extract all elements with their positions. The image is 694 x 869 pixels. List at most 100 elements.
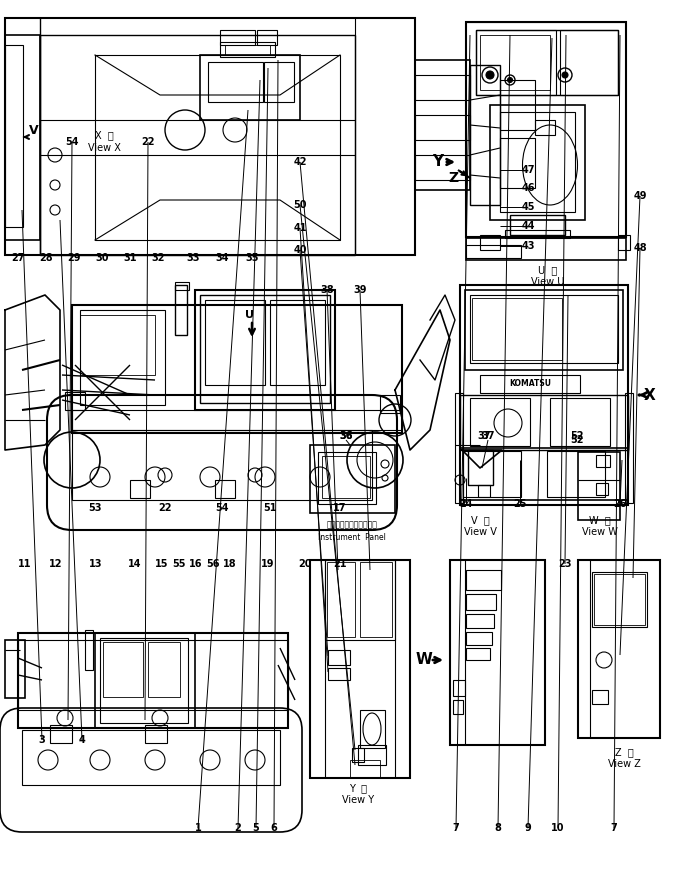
Bar xyxy=(547,451,605,497)
Bar xyxy=(318,452,376,504)
Text: 40: 40 xyxy=(294,245,307,255)
Text: 51: 51 xyxy=(263,503,277,513)
Bar xyxy=(470,65,500,205)
Text: インスツルメントパネル: インスツルメントパネル xyxy=(327,521,378,529)
Bar xyxy=(80,310,165,405)
Bar xyxy=(466,594,496,610)
Bar xyxy=(215,480,235,498)
Bar xyxy=(145,725,167,743)
Bar xyxy=(208,62,263,102)
Bar xyxy=(130,480,150,498)
Bar xyxy=(480,235,500,250)
Bar xyxy=(450,560,545,745)
Bar xyxy=(472,298,562,360)
Bar xyxy=(352,748,364,762)
Text: 7: 7 xyxy=(611,823,618,833)
Bar xyxy=(453,680,465,696)
Text: View Y: View Y xyxy=(342,795,374,805)
Text: View X: View X xyxy=(87,143,121,153)
Bar xyxy=(148,642,180,697)
Text: 22: 22 xyxy=(142,137,155,147)
Bar xyxy=(310,560,410,778)
Text: 55: 55 xyxy=(172,559,186,569)
Bar xyxy=(592,690,608,704)
Bar xyxy=(95,633,195,728)
Text: U  視: U 視 xyxy=(539,265,557,275)
Text: 25: 25 xyxy=(514,499,527,509)
Bar xyxy=(468,450,493,485)
Bar xyxy=(455,393,463,503)
Bar xyxy=(596,455,610,467)
Text: U: U xyxy=(246,310,255,320)
Text: 5: 5 xyxy=(253,823,260,833)
Text: 53: 53 xyxy=(88,503,102,513)
Text: Z  視: Z 視 xyxy=(615,747,634,757)
Bar xyxy=(40,35,355,255)
Text: View V: View V xyxy=(464,527,496,537)
Bar xyxy=(466,632,492,645)
Bar xyxy=(535,120,555,135)
Text: 41: 41 xyxy=(294,223,307,233)
Text: 52: 52 xyxy=(570,435,584,445)
Text: 6: 6 xyxy=(271,823,278,833)
Text: 26: 26 xyxy=(613,499,627,509)
Text: 48: 48 xyxy=(633,243,647,253)
Text: 31: 31 xyxy=(124,253,137,263)
Bar xyxy=(500,112,575,212)
Bar xyxy=(453,700,463,714)
Bar xyxy=(200,55,300,120)
Bar xyxy=(466,238,626,260)
Text: 28: 28 xyxy=(39,253,53,263)
Bar xyxy=(500,80,535,130)
Bar xyxy=(350,760,380,778)
Text: 15: 15 xyxy=(155,559,169,569)
Bar xyxy=(578,452,620,520)
Bar xyxy=(550,398,610,446)
Text: 14: 14 xyxy=(128,559,142,569)
Bar xyxy=(322,456,370,498)
Bar xyxy=(327,562,355,637)
Text: Y  視: Y 視 xyxy=(349,783,367,793)
Bar xyxy=(466,245,521,258)
Bar xyxy=(18,640,288,710)
Text: 37: 37 xyxy=(477,431,491,441)
Bar xyxy=(18,633,288,728)
Text: 27: 27 xyxy=(11,253,25,263)
Text: V  視: V 視 xyxy=(471,515,489,525)
Text: 50: 50 xyxy=(294,200,307,210)
Text: 36: 36 xyxy=(339,431,353,441)
Bar xyxy=(460,285,628,505)
Bar xyxy=(460,395,628,450)
Bar xyxy=(578,560,660,738)
Bar xyxy=(310,445,395,513)
Text: Z: Z xyxy=(448,171,458,185)
Text: 1: 1 xyxy=(194,823,201,833)
Bar xyxy=(72,410,402,430)
Text: X  視: X 視 xyxy=(94,130,113,140)
Bar xyxy=(500,138,535,188)
Text: 7: 7 xyxy=(452,823,459,833)
Bar xyxy=(480,35,550,90)
Text: 9: 9 xyxy=(525,823,532,833)
Text: 19: 19 xyxy=(261,559,275,569)
Bar xyxy=(596,483,608,495)
Bar xyxy=(594,574,645,625)
Text: 8: 8 xyxy=(495,823,502,833)
Bar xyxy=(5,45,23,227)
Text: W  視: W 視 xyxy=(589,515,611,525)
Text: View U: View U xyxy=(532,277,565,287)
Bar xyxy=(5,18,415,255)
Text: W: W xyxy=(416,653,432,667)
Bar xyxy=(195,290,335,410)
Bar xyxy=(465,290,623,370)
Text: 3: 3 xyxy=(39,735,45,745)
Bar xyxy=(72,305,402,433)
Bar xyxy=(103,642,143,697)
Bar xyxy=(22,730,280,785)
Text: 36: 36 xyxy=(339,431,353,441)
Bar xyxy=(80,315,155,375)
Text: 44: 44 xyxy=(521,221,535,231)
Bar xyxy=(466,22,626,237)
Text: 46: 46 xyxy=(521,183,535,193)
Text: 34: 34 xyxy=(215,253,229,263)
